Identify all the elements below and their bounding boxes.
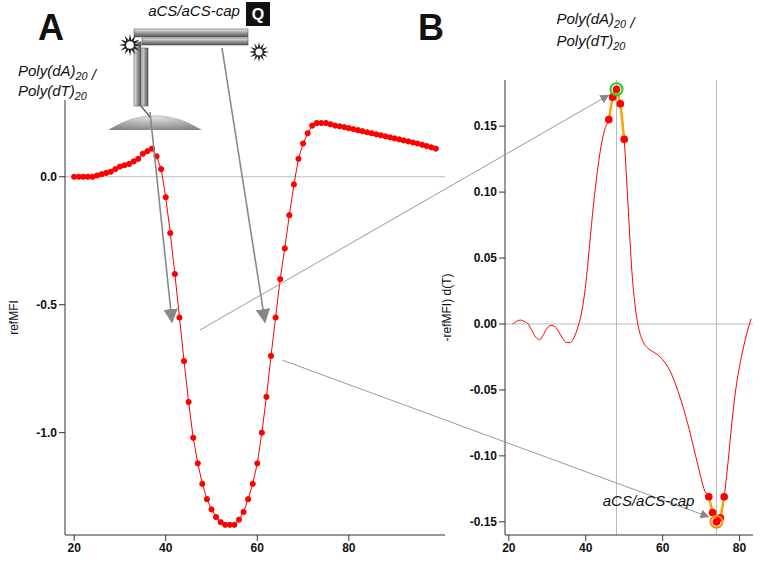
svg-text:Poly(dA)20 /: Poly(dA)20 /	[18, 62, 98, 83]
svg-text:60: 60	[656, 541, 670, 555]
svg-text:0.00: 0.00	[474, 317, 498, 331]
svg-text:-refMFI) d(T): -refMFI) d(T)	[440, 274, 454, 342]
svg-text:refMFI: refMFI	[7, 300, 21, 335]
svg-text:0.05: 0.05	[474, 251, 498, 265]
svg-text:-0.5: -0.5	[36, 298, 57, 312]
svg-text:40: 40	[579, 541, 593, 555]
svg-text:Poly(dT)20: Poly(dT)20	[557, 32, 626, 52]
svg-text:80: 80	[342, 541, 356, 555]
svg-text:-0.05: -0.05	[470, 383, 498, 397]
svg-text:80: 80	[733, 541, 747, 555]
svg-text:20: 20	[67, 541, 81, 555]
svg-text:aCS/aCS-cap: aCS/aCS-cap	[603, 492, 695, 509]
svg-text:Q: Q	[252, 6, 264, 23]
svg-text:-0.10: -0.10	[470, 449, 498, 463]
svg-text:Poly(dT)20: Poly(dT)20	[18, 82, 87, 102]
svg-text:0.15: 0.15	[474, 119, 498, 133]
svg-text:0.0: 0.0	[40, 170, 57, 184]
svg-text:20: 20	[502, 541, 516, 555]
svg-text:A: A	[38, 7, 64, 48]
svg-text:60: 60	[251, 541, 265, 555]
svg-text:-1.0: -1.0	[36, 426, 57, 440]
svg-text:aCS/aCS-cap: aCS/aCS-cap	[148, 2, 240, 19]
svg-text:Poly(dA)20 /: Poly(dA)20 /	[557, 10, 637, 31]
svg-text:-0.15: -0.15	[470, 515, 498, 529]
svg-text:0.10: 0.10	[474, 185, 498, 199]
svg-text:B: B	[418, 7, 444, 48]
svg-text:40: 40	[159, 541, 173, 555]
